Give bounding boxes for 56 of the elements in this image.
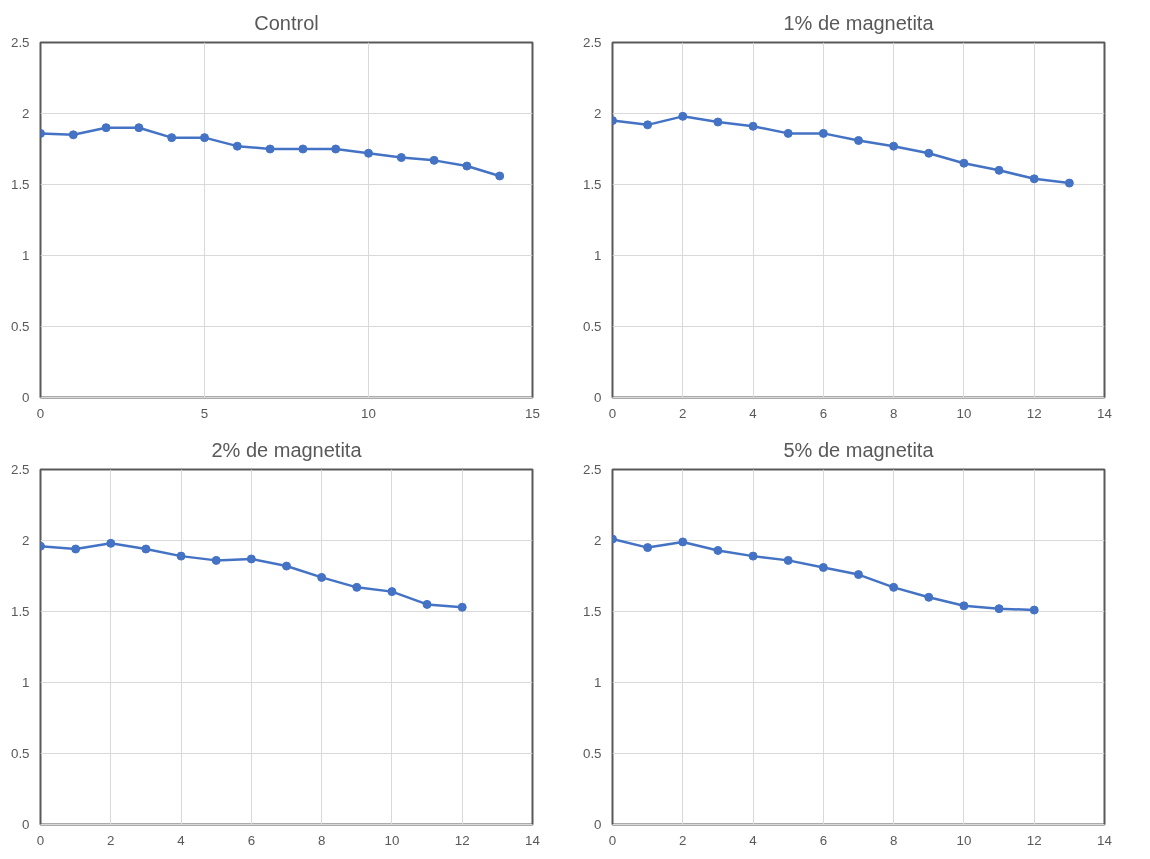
y-tick-label: 0 [22,390,30,405]
x-tick-label: 4 [177,832,186,848]
y-tick-label: 1.5 [582,604,602,619]
x-tick-label: 10 [956,405,972,421]
x-tick-label: 8 [317,832,326,848]
x-tick-label: 4 [749,405,758,421]
y-tick-label: 2 [22,533,30,548]
y-tick-label: 1 [594,675,602,690]
chart-title: 1% de magnetita [783,11,935,34]
x-tick-label: 12 [454,832,470,848]
x-tick-label: 5 [200,405,209,421]
x-tick-label: 15 [525,405,540,421]
x-tick-label: 0 [608,405,617,421]
x-tick-label: 0 [36,832,45,848]
y-tick-label: 2 [594,106,602,121]
chart-title: 5% de magnetita [783,438,935,461]
x-tick-label: 6 [819,405,828,421]
chart-title: 2% de magnetita [211,438,363,461]
x-tick-label: 14 [525,832,541,848]
y-tick-label: 2.5 [10,462,30,477]
x-tick-label: 8 [889,832,898,848]
x-tick-label: 10 [384,832,400,848]
y-tick-label: 0 [594,390,602,405]
y-tick-label: 1.5 [10,604,30,619]
x-tick-label: 6 [819,832,828,848]
x-tick-label: 2 [679,405,687,421]
y-tick-label: 2 [22,106,30,121]
chart-title: Control [254,11,319,34]
y-tick-label: 0.5 [10,319,30,334]
y-tick-label: 1 [22,675,30,690]
x-tick-label: 14 [1097,405,1113,421]
y-tick-label: 0.5 [10,746,30,761]
x-tick-label: 0 [608,832,617,848]
x-tick-label: 14 [1097,832,1113,848]
y-tick-label: 1 [594,248,602,263]
y-tick-label: 0 [22,817,30,832]
y-tick-label: 1.5 [10,177,30,192]
x-tick-label: 10 [361,405,376,421]
x-tick-label: 10 [956,832,972,848]
y-tick-label: 1.5 [582,177,602,192]
y-tick-label: 2.5 [582,462,602,477]
x-tick-label: 0 [36,405,45,421]
y-tick-label: 0.5 [582,319,602,334]
x-tick-label: 12 [1026,405,1042,421]
y-tick-label: 2.5 [582,35,602,50]
x-tick-label: 8 [889,405,898,421]
x-tick-label: 4 [749,832,758,848]
x-tick-label: 2 [679,832,687,848]
x-tick-label: 12 [1026,832,1042,848]
y-tick-label: 0.5 [582,746,602,761]
x-tick-label: 2 [107,832,115,848]
y-tick-label: 2 [594,533,602,548]
x-tick-label: 6 [247,832,256,848]
y-tick-label: 2.5 [10,35,30,50]
y-tick-label: 0 [594,817,602,832]
y-tick-label: 1 [22,248,30,263]
